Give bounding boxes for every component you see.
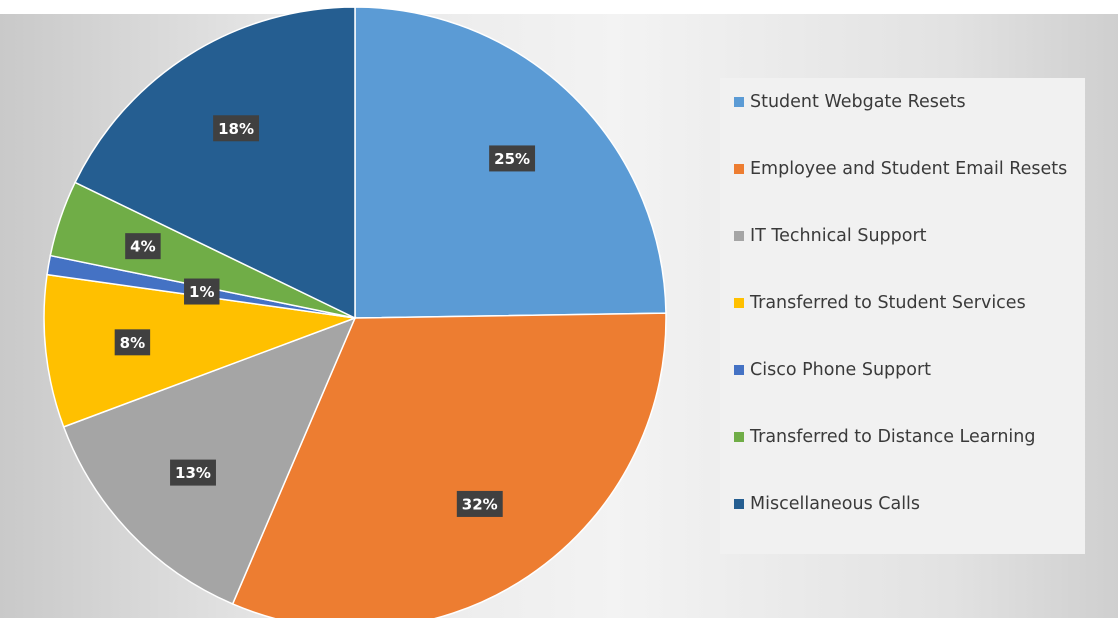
frame xyxy=(0,0,1118,14)
legend-label: IT Technical Support xyxy=(750,226,927,246)
data-label-bg xyxy=(184,278,220,305)
data-label-bg xyxy=(114,329,151,356)
legend-swatch xyxy=(734,499,744,509)
data-label-text: 8% xyxy=(120,334,145,352)
data-label-bg xyxy=(489,145,536,172)
data-label-text: 13% xyxy=(175,464,211,482)
legend-label: Transferred to Distance Learning xyxy=(750,427,1036,447)
legend-swatch xyxy=(734,298,744,308)
data-label: 18% xyxy=(213,115,260,142)
data-label: 4% xyxy=(125,233,161,260)
legend-swatch xyxy=(734,164,744,174)
data-label-bg xyxy=(213,115,260,142)
legend-item: IT Technical Support xyxy=(734,222,1079,250)
legend-swatch xyxy=(734,365,744,375)
legend-swatch xyxy=(734,97,744,107)
data-label-bg xyxy=(456,490,503,517)
legend-item: Student Webgate Resets xyxy=(734,88,1079,116)
data-label-bg xyxy=(170,459,216,486)
data-label: 8% xyxy=(114,329,151,356)
legend-label: Transferred to Student Services xyxy=(750,293,1026,313)
data-label: 13% xyxy=(170,459,216,486)
legend-item: Miscellaneous Calls xyxy=(734,490,1079,518)
data-label: 25% xyxy=(489,145,536,172)
legend-label: Employee and Student Email Resets xyxy=(750,159,1068,179)
legend-item: Transferred to Student Services xyxy=(734,289,1079,317)
data-label-bg xyxy=(125,233,161,260)
data-label: 32% xyxy=(456,490,503,517)
pie-slice xyxy=(43,273,356,428)
data-label-text: 18% xyxy=(218,120,254,138)
data-label-text: 1% xyxy=(189,283,214,301)
legend-label: Cisco Phone Support xyxy=(750,360,932,380)
pie-slice xyxy=(231,312,667,618)
legend: Student Webgate Resets Employee and Stude… xyxy=(720,78,1085,554)
legend-item: Employee and Student Email Resets xyxy=(734,155,1079,183)
pie-slice xyxy=(74,6,356,320)
data-label-text: 4% xyxy=(130,238,155,256)
legend-item: Transferred to Distance Learning xyxy=(734,423,1079,451)
data-label-text: 25% xyxy=(494,150,530,168)
legend-label: Student Webgate Resets xyxy=(750,92,966,112)
legend-label: Miscellaneous Calls xyxy=(750,494,921,514)
data-label-text: 32% xyxy=(462,495,498,513)
legend-swatch xyxy=(734,231,744,241)
legend-item: Cisco Phone Support xyxy=(734,356,1079,384)
legend-swatch xyxy=(734,432,744,442)
data-label: 1% xyxy=(184,278,220,305)
